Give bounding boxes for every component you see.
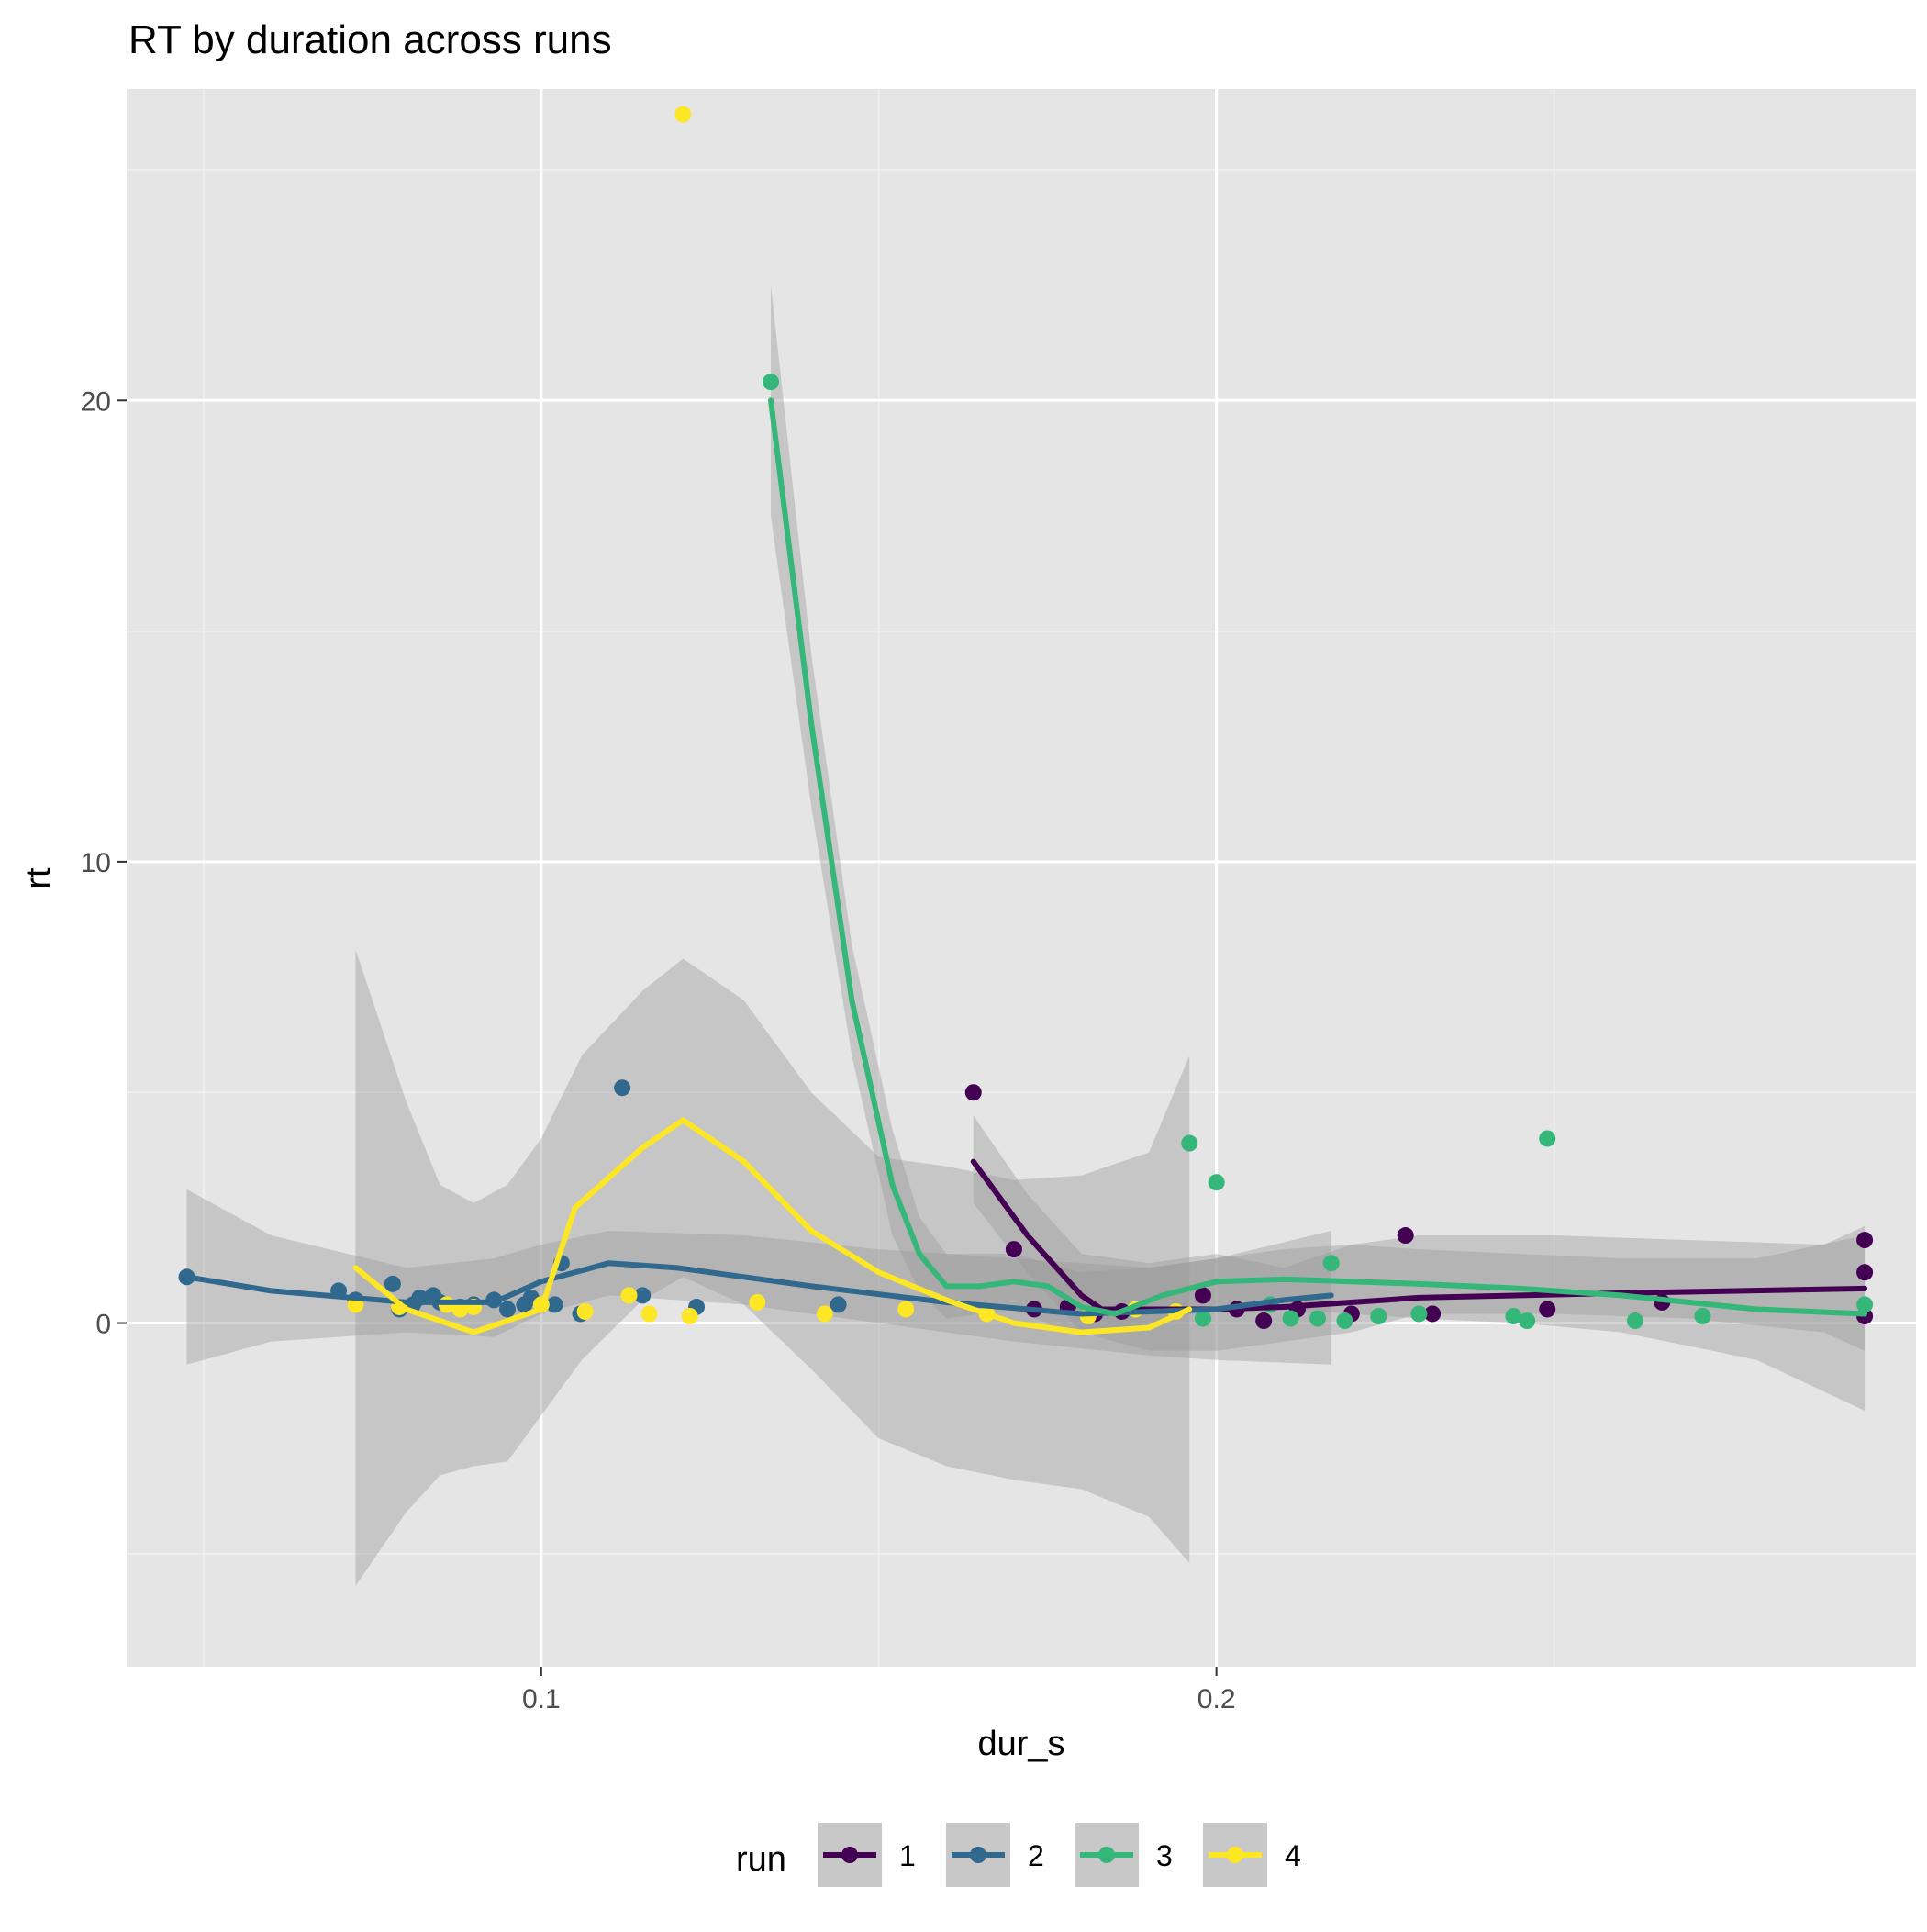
- legend: run 1 2 3 4: [736, 1823, 1301, 1887]
- data-point-run-3: [1282, 1310, 1299, 1327]
- smooth-line-run-2: [184, 1260, 1334, 1317]
- legend-key-point: [841, 1847, 858, 1863]
- data-point-run-1: [1856, 1264, 1874, 1281]
- data-point-run-4: [749, 1293, 766, 1311]
- legend-label-run-3: 3: [1156, 1839, 1173, 1872]
- data-point-run-2: [614, 1079, 631, 1097]
- data-point-run-1: [1194, 1287, 1211, 1304]
- data-point-run-3: [1519, 1312, 1536, 1330]
- data-point-run-1: [1397, 1227, 1414, 1245]
- data-point-run-3: [1539, 1130, 1556, 1147]
- data-point-run-1: [1856, 1232, 1874, 1249]
- confidence-band-run-4: [355, 949, 1190, 1587]
- data-point-run-4: [897, 1301, 915, 1318]
- data-point-run-3: [1370, 1308, 1387, 1324]
- data-point-run-2: [546, 1296, 563, 1313]
- x-tick-label: 0.2: [1197, 1684, 1236, 1714]
- y-axis-label: rt: [19, 867, 58, 889]
- data-point-run-3: [1208, 1174, 1225, 1191]
- data-point-run-4: [620, 1287, 638, 1304]
- data-point-run-4: [816, 1305, 833, 1323]
- legend-label-run-4: 4: [1285, 1839, 1301, 1872]
- data-point-run-3: [1194, 1310, 1211, 1327]
- confidence-band-run-3: [771, 285, 1866, 1412]
- data-point-run-3: [763, 374, 779, 391]
- data-point-run-2: [499, 1301, 517, 1318]
- data-point-run-1: [1424, 1305, 1442, 1323]
- legend-key-point: [1098, 1847, 1115, 1863]
- smooth-line-run-3: [768, 397, 1868, 1317]
- x-axis-label: dur_s: [977, 1725, 1064, 1763]
- data-point-run-4: [451, 1301, 469, 1318]
- legend-keys: 1 2 3 4: [818, 1823, 1301, 1887]
- y-tick-label: 10: [81, 848, 111, 878]
- axis-tick-labels: 0.1 0.2 0 10 20: [81, 386, 1236, 1714]
- data-point-run-3: [1336, 1312, 1353, 1330]
- data-point-run-1: [1255, 1312, 1273, 1330]
- smooth-lines: [184, 397, 1868, 1335]
- data-point-run-2: [830, 1296, 847, 1313]
- data-point-run-3: [1410, 1305, 1428, 1323]
- plot-panel: [127, 89, 1916, 1667]
- data-point-run-1: [964, 1084, 982, 1101]
- data-point-run-1: [1539, 1301, 1556, 1318]
- data-point-run-3: [1181, 1134, 1198, 1152]
- data-point-run-3: [1626, 1312, 1643, 1330]
- data-point-run-4: [681, 1308, 698, 1324]
- data-point-run-3: [1505, 1308, 1522, 1324]
- x-tick-label: 0.1: [522, 1684, 561, 1714]
- data-point-run-3: [1856, 1296, 1874, 1313]
- data-point-run-3: [1322, 1255, 1340, 1272]
- data-point-run-4: [640, 1305, 658, 1323]
- data-point-run-2: [634, 1287, 652, 1304]
- chart-title: RT by duration across runs: [128, 17, 612, 62]
- data-point-run-2: [384, 1275, 401, 1292]
- data-point-run-4: [674, 106, 692, 123]
- data-point-run-4: [576, 1302, 594, 1320]
- legend-key-point: [1227, 1847, 1243, 1863]
- legend-label-run-1: 1: [899, 1839, 916, 1872]
- data-point-run-3: [1309, 1310, 1327, 1327]
- y-tick-label: 0: [95, 1310, 111, 1340]
- y-tick-label: 20: [81, 386, 111, 417]
- legend-key-point: [970, 1847, 986, 1863]
- axis-ticks: [117, 399, 1218, 1676]
- legend-title: run: [736, 1840, 786, 1879]
- legend-label-run-2: 2: [1028, 1839, 1044, 1872]
- data-point-run-3: [1694, 1308, 1711, 1324]
- grid-minor: [127, 89, 1916, 1667]
- data-point-run-1: [1005, 1241, 1022, 1258]
- smooth-line-run-4: [352, 1117, 1193, 1335]
